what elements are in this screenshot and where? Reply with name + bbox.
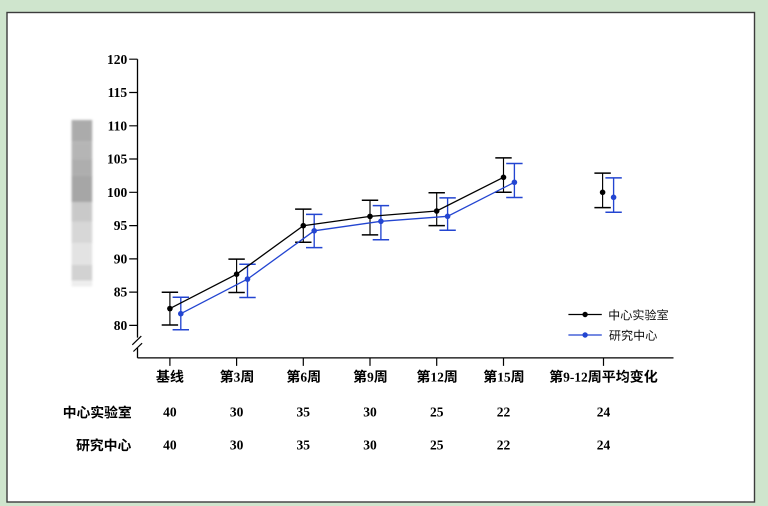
svg-text:80: 80 — [114, 318, 128, 333]
svg-text:105: 105 — [107, 152, 128, 167]
svg-text:30: 30 — [230, 405, 244, 420]
svg-text:100: 100 — [107, 185, 128, 200]
svg-text:35: 35 — [297, 405, 311, 420]
svg-text:40: 40 — [163, 438, 177, 453]
svg-text:30: 30 — [363, 438, 377, 453]
svg-text:22: 22 — [497, 405, 511, 420]
svg-text:40: 40 — [163, 405, 177, 420]
svg-text:24: 24 — [597, 438, 611, 453]
svg-text:95: 95 — [114, 218, 128, 233]
svg-text:120: 120 — [107, 52, 128, 67]
svg-text:35: 35 — [297, 438, 311, 453]
svg-text:30: 30 — [230, 438, 244, 453]
svg-text:90: 90 — [114, 252, 128, 267]
svg-text:22: 22 — [497, 438, 511, 453]
svg-text:30: 30 — [363, 405, 377, 420]
svg-text:25: 25 — [430, 405, 444, 420]
svg-text:25: 25 — [430, 438, 444, 453]
svg-text:115: 115 — [108, 85, 128, 100]
svg-text:85: 85 — [114, 285, 128, 300]
svg-text:24: 24 — [597, 405, 611, 420]
svg-text:110: 110 — [108, 118, 128, 133]
